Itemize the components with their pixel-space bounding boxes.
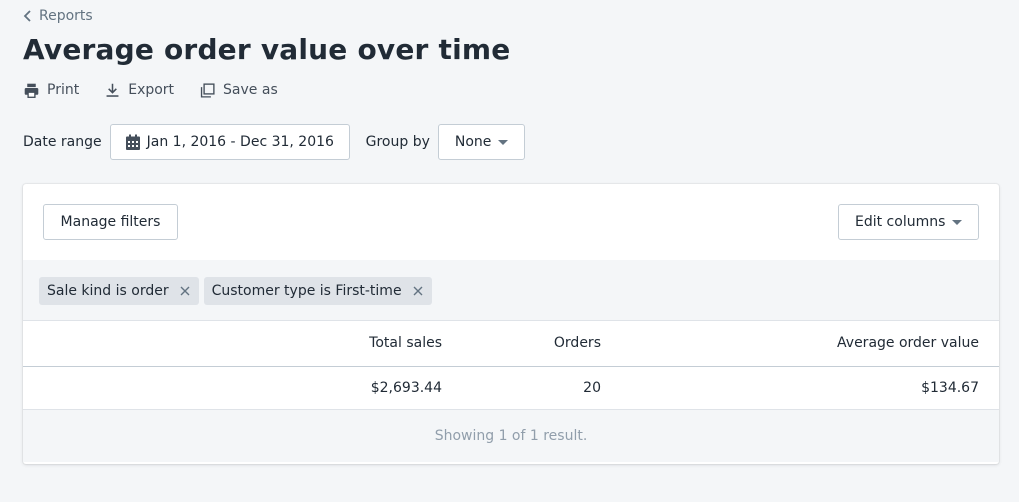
date-range-label: Date range (23, 134, 102, 150)
table-cell: 20 (583, 379, 601, 396)
group-by-label: Group by (365, 134, 430, 150)
table-cell: $2,693.44 (370, 379, 442, 396)
breadcrumb[interactable]: Reports (23, 8, 93, 24)
date-range-value: Jan 1, 2016 - Dec 31, 2016 (146, 134, 334, 150)
table-cell (23, 366, 223, 409)
download-icon (106, 83, 119, 97)
calendar-icon (125, 134, 140, 150)
edit-columns-label: Edit columns (855, 214, 946, 230)
close-icon[interactable] (179, 285, 191, 297)
chevron-left-icon (23, 10, 31, 22)
export-button[interactable]: Export (104, 80, 174, 100)
table-row: $2,693.44 20 $134.67 (23, 366, 999, 409)
column-header-total-sales[interactable]: Total sales (369, 335, 442, 352)
breadcrumb-label: Reports (39, 8, 93, 24)
card-toolbar: Manage filters Edit columns (23, 184, 999, 260)
column-header-empty (23, 321, 223, 366)
print-button[interactable]: Print (23, 80, 79, 100)
page-title: Average order value over time (23, 33, 511, 66)
printer-icon (24, 83, 39, 98)
column-header-average-order-value[interactable]: Average order value (837, 335, 979, 352)
table-cell: $134.67 (921, 379, 979, 396)
export-label: Export (128, 82, 175, 98)
close-icon[interactable] (412, 285, 424, 297)
applied-filters: Sale kind is order Customer type is Firs… (23, 260, 999, 321)
report-filters: Date range Jan 1, 2016 - Dec 31, 2016 Gr… (23, 124, 525, 160)
manage-filters-label: Manage filters (60, 214, 161, 230)
manage-filters-button[interactable]: Manage filters (43, 204, 178, 240)
filter-tag-label: Sale kind is order (47, 282, 169, 299)
report-card: Manage filters Edit columns Sale kind is… (23, 184, 999, 464)
result-count: Showing 1 of 1 result. (434, 428, 588, 444)
page-actions: Print Export Save as (23, 80, 303, 100)
table-footer: Showing 1 of 1 result. (23, 409, 999, 462)
report-table: Total sales Orders Average order value $… (23, 321, 999, 409)
table-header-row: Total sales Orders Average order value (23, 321, 999, 366)
print-label: Print (47, 82, 80, 98)
edit-columns-button[interactable]: Edit columns (838, 204, 979, 240)
save-as-button[interactable]: Save as (199, 80, 278, 100)
copy-icon (200, 82, 215, 98)
group-by-select[interactable]: None (437, 124, 525, 160)
group-by-value: None (454, 134, 492, 150)
caret-down-icon (952, 219, 962, 225)
column-header-orders[interactable]: Orders (553, 335, 601, 352)
filter-tag: Sale kind is order (39, 276, 199, 305)
date-range-picker[interactable]: Jan 1, 2016 - Dec 31, 2016 (109, 124, 350, 160)
caret-down-icon (497, 139, 508, 145)
save-as-label: Save as (223, 82, 278, 98)
filter-tag: Customer type is First-time (203, 276, 432, 305)
filter-tag-label: Customer type is First-time (211, 282, 402, 299)
